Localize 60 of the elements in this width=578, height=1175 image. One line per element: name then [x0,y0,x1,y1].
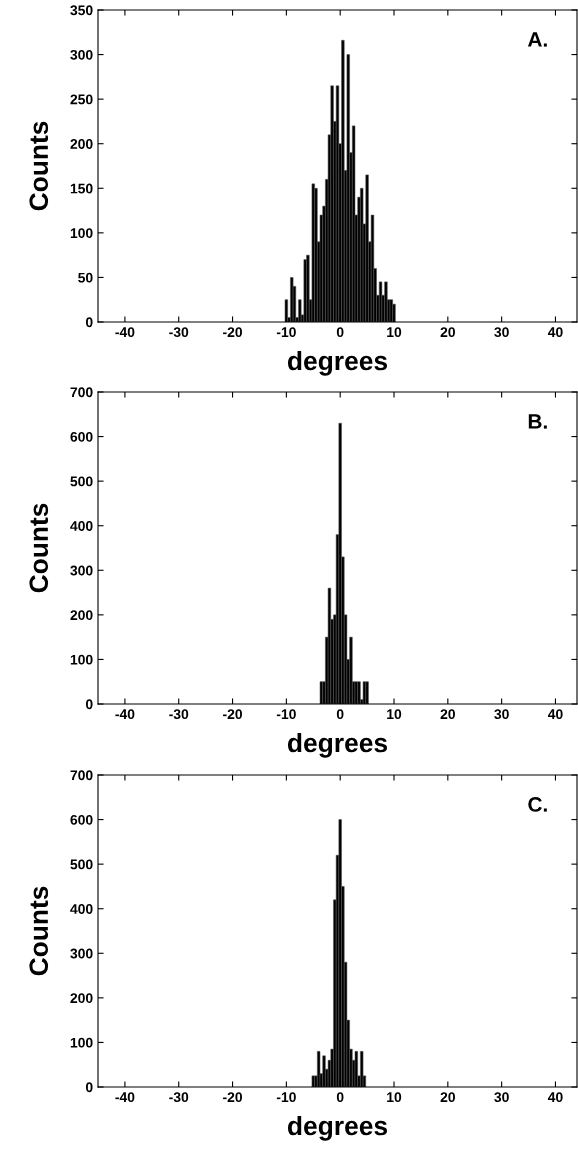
y-tick-label: 100 [70,1037,93,1048]
y-tick-label: 300 [70,565,93,576]
x-tick-label: -20 [223,327,243,338]
x-tick-label: -10 [276,1092,296,1103]
y-tick-label: 200 [70,610,93,621]
y-tick-label: 100 [70,654,93,665]
x-tick-label: -20 [223,709,243,720]
x-tick-label: -40 [115,1092,135,1103]
y-tick-label: 50 [78,272,93,283]
x-tick-label: 10 [387,327,402,338]
y-tick-label: 0 [85,317,93,328]
x-axis-title: degrees [287,1115,388,1141]
x-tick-label: -30 [169,709,189,720]
x-tick-label: -10 [276,709,296,720]
y-tick-label: 200 [70,993,93,1004]
x-tick-label: -10 [276,327,296,338]
y-tick-label: 200 [70,139,93,149]
x-tick-label: 0 [336,1092,344,1103]
x-tick-label: 30 [494,1092,509,1103]
x-tick-label: -20 [223,1092,243,1103]
y-tick-label: 400 [70,521,93,531]
y-axis-title: Counts [29,121,49,211]
x-tick-label: 40 [547,709,563,720]
y-tick-label: 100 [70,228,93,239]
x-tick-label: -40 [115,709,135,720]
y-tick-label: 0 [85,699,93,710]
x-tick-label: 40 [547,1092,563,1103]
y-tick-label: 700 [70,387,93,398]
y-tick-label: 500 [70,476,93,487]
x-tick-label: 10 [387,709,402,720]
annotation: A. [527,32,547,47]
y-tick-label: 0 [85,1082,93,1093]
annotation: C. [528,797,547,812]
x-tick-label: 0 [336,709,344,720]
annotation: B. [528,414,547,429]
x-tick-label: 30 [494,327,509,338]
y-tick-label: 600 [70,431,93,442]
x-tick-label: -30 [169,327,189,338]
y-axis-title: Counts [29,886,49,976]
x-tick-label: 10 [387,1092,402,1103]
x-axis-title: degrees [287,350,388,376]
y-tick-label: 350 [70,5,93,16]
x-tick-label: -30 [169,1092,189,1103]
x-tick-label: -40 [115,327,135,338]
y-tick-label: 500 [70,859,93,870]
y-tick-label: 300 [70,49,93,60]
x-tick-label: 20 [440,709,455,720]
y-tick-label: 700 [70,770,93,781]
y-tick-label: 600 [70,814,93,825]
y-tick-label: 150 [70,183,93,194]
x-axis-title: degrees [287,732,388,758]
y-tick-label: 250 [70,94,93,105]
x-tick-label: 20 [440,1092,455,1103]
y-tick-label: 300 [70,948,93,959]
x-tick-label: 20 [440,327,455,338]
x-tick-label: 0 [336,327,344,338]
y-tick-label: 400 [70,904,93,914]
x-tick-label: 30 [494,709,509,720]
x-tick-label: 40 [547,327,563,338]
y-axis-title: Counts [29,503,49,593]
